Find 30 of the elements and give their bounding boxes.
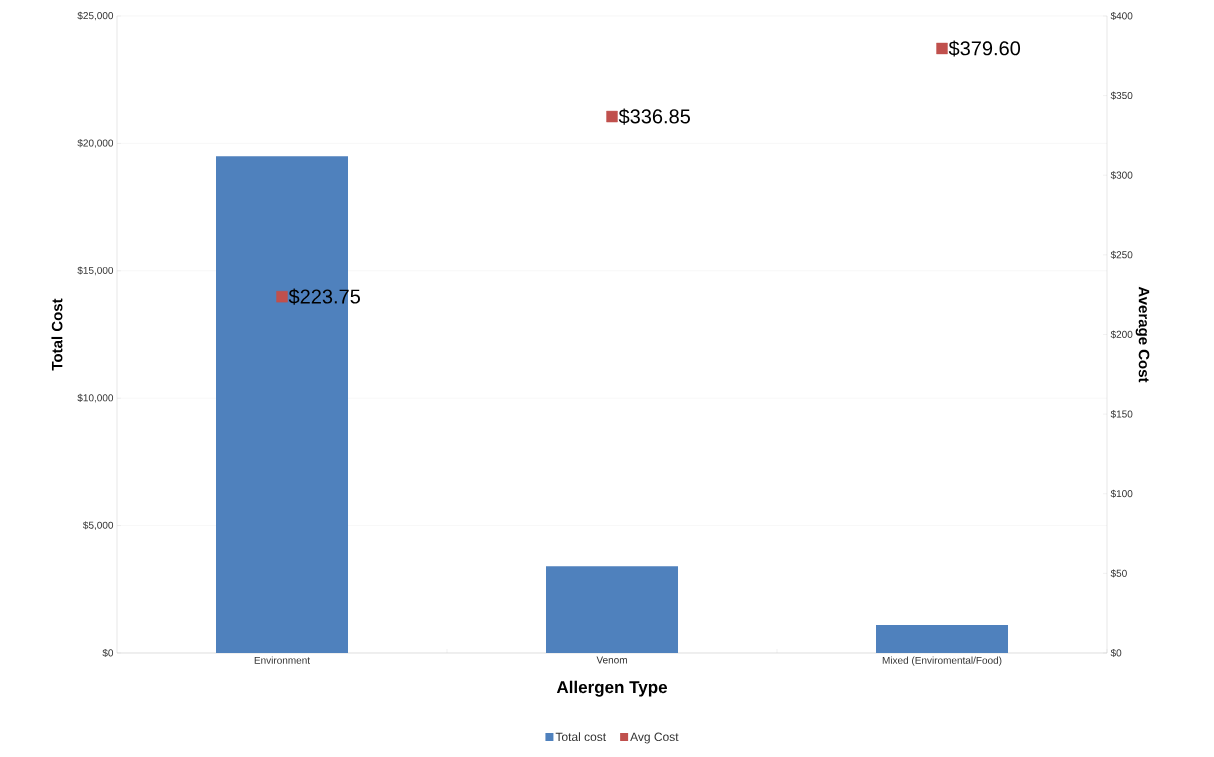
y-axis-title: Total Cost [51, 298, 63, 371]
bar [546, 566, 679, 653]
y2-tick-label: $150 [1110, 410, 1133, 419]
y2-tick-label: $200 [1110, 330, 1133, 339]
x-tick-label: Environment [254, 656, 310, 664]
y2-tick-label: $100 [1110, 489, 1133, 498]
x-tick-label: Mixed (Enviromental/Food) [882, 656, 1002, 666]
point [936, 42, 948, 55]
x-tick-label: Venom [596, 656, 627, 664]
point [606, 110, 618, 123]
point [276, 290, 288, 303]
y2-axis-title: Average Cost [1135, 286, 1150, 383]
y-tick-label: $0 [102, 648, 114, 658]
y-tick-label: $25,000 [77, 11, 114, 21]
y2-tick-label: $400 [1110, 11, 1133, 21]
y2-tick-label: $50 [1110, 569, 1127, 578]
y-tick-label: $20,000 [77, 139, 114, 148]
y2-tick-label: $350 [1110, 91, 1133, 100]
legend-label: Avg Cost [630, 732, 679, 744]
y-tick-label: $5,000 [82, 521, 114, 530]
legend-label: Total cost [555, 732, 607, 742]
y2-tick-label: $300 [1110, 171, 1133, 180]
y-tick-label: $10,000 [77, 393, 114, 403]
data-label: $379.60 [948, 40, 1021, 57]
data-label: $336.85 [618, 108, 690, 125]
y-tick-label: $15,000 [77, 266, 114, 276]
bar [876, 624, 1009, 653]
y2-tick-label: $250 [1110, 250, 1133, 259]
y2-tick-label: $0 [1110, 648, 1122, 658]
x-axis-title: Allergen Type [556, 680, 668, 697]
